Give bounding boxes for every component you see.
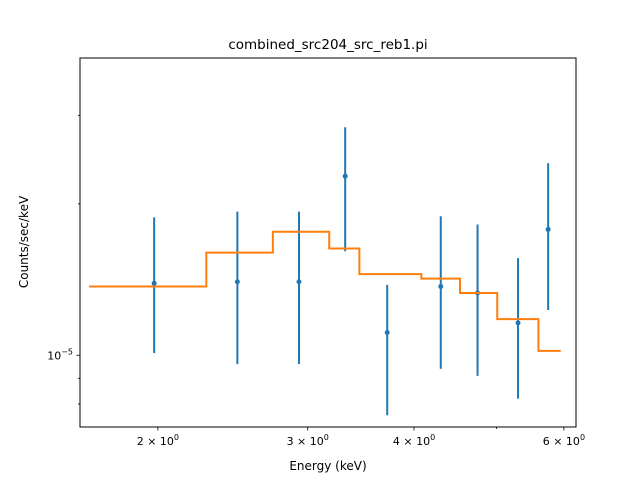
x-tick-label-2: 4 × 100 bbox=[393, 433, 435, 448]
plot-frame bbox=[79, 57, 577, 428]
y-tick-label-0: 10−5 bbox=[47, 347, 73, 362]
x-tick-label-1: 3 × 100 bbox=[287, 433, 329, 448]
x-tick-label-3: 6 × 100 bbox=[543, 433, 585, 448]
data-point-7 bbox=[515, 320, 521, 326]
data-point-3 bbox=[342, 173, 348, 179]
chart-title: combined_src204_src_reb1.pi bbox=[228, 37, 427, 53]
data-point-8 bbox=[545, 226, 551, 232]
data-point-4 bbox=[384, 329, 390, 335]
data-point-1 bbox=[234, 279, 240, 285]
y-axis-label: Counts/sec/keV bbox=[17, 195, 31, 288]
data-point-2 bbox=[296, 279, 302, 285]
x-tick-label-0: 2 × 100 bbox=[137, 433, 179, 448]
data-point-0 bbox=[151, 280, 157, 286]
data-point-5 bbox=[438, 283, 444, 289]
x-axis-label: Energy (keV) bbox=[289, 459, 366, 473]
model-step-line bbox=[89, 230, 561, 352]
